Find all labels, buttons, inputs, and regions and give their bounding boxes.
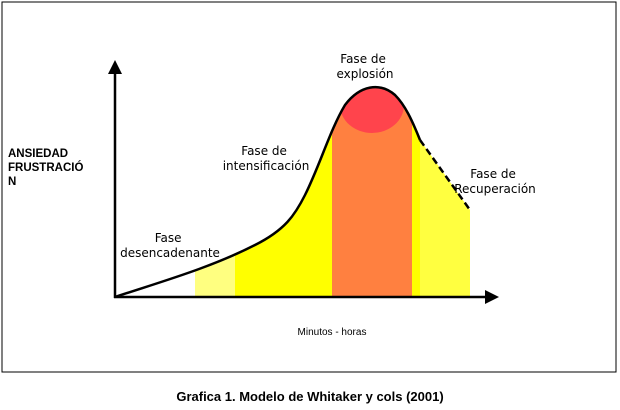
phase-label: Fase de Recuperación bbox=[454, 167, 536, 196]
fade-zone bbox=[420, 87, 470, 298]
phase-label-line: Fase de bbox=[241, 144, 287, 158]
phase-label: Fase de intensificación bbox=[223, 144, 310, 173]
y-axis-label-line: FRUSTRACIÓ bbox=[8, 161, 83, 174]
y-axis-label: ANSIEDAD FRUSTRACIÓ N bbox=[8, 148, 87, 188]
x-axis-label: Minutos - horas bbox=[298, 327, 367, 338]
phase-label-line: intensificación bbox=[223, 159, 310, 173]
y-axis-label-line: N bbox=[8, 176, 16, 188]
phase-label-line: Fase de bbox=[340, 52, 386, 66]
phase-label-line: Fase de bbox=[470, 167, 516, 181]
curve-dashed bbox=[418, 139, 472, 211]
caption: Grafica 1. Modelo de Whitaker y cols (20… bbox=[176, 389, 443, 404]
x-arrow bbox=[485, 290, 499, 304]
phase-label: Fase de explosión bbox=[336, 52, 393, 81]
y-arrow bbox=[108, 60, 122, 74]
curve-fill bbox=[195, 87, 470, 298]
phase-label-line: Recuperación bbox=[454, 182, 536, 196]
phase-label: Fase desencadenante bbox=[120, 231, 220, 260]
phase-label-line: Fase bbox=[155, 231, 182, 245]
phase-label-line: desencadenante bbox=[120, 246, 220, 260]
y-axis-label-line: ANSIEDAD bbox=[8, 148, 68, 160]
phase-label-line: explosión bbox=[336, 67, 393, 81]
curve bbox=[114, 85, 422, 299]
red-zone bbox=[340, 87, 404, 133]
frame bbox=[1, 1, 617, 373]
